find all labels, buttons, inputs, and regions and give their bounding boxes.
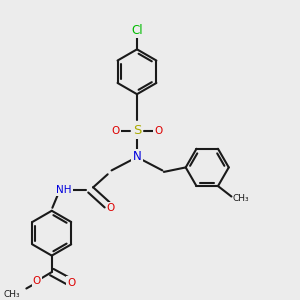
Text: S: S [133, 124, 141, 137]
Text: NH: NH [56, 185, 71, 195]
Text: O: O [33, 276, 41, 286]
Text: N: N [133, 151, 141, 164]
Text: CH₃: CH₃ [233, 194, 250, 202]
Text: O: O [67, 278, 75, 287]
Text: CH₃: CH₃ [4, 290, 20, 299]
Text: O: O [154, 126, 163, 136]
Text: O: O [106, 203, 115, 213]
Text: Cl: Cl [131, 24, 143, 37]
Text: O: O [111, 126, 120, 136]
